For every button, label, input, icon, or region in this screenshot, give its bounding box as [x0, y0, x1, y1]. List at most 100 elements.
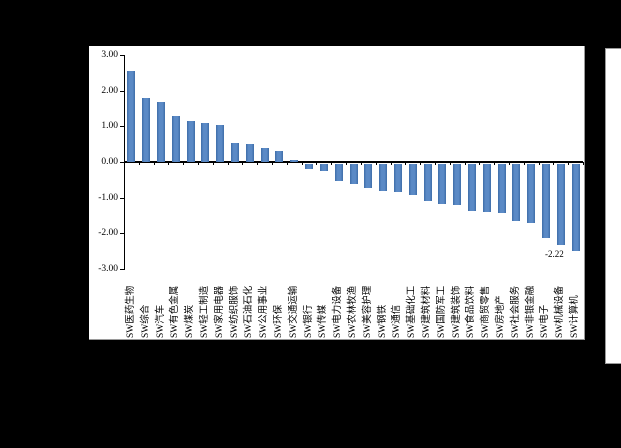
- y-axis-tick: [120, 54, 124, 56]
- y-axis-tick-label: -1.00: [98, 192, 118, 203]
- x-axis-tick: [523, 162, 525, 165]
- x-axis-category-label: SW交通运输: [288, 285, 299, 338]
- bar: [290, 159, 299, 162]
- x-axis-category-label: SW电子: [540, 304, 551, 338]
- x-axis-tick: [449, 162, 451, 165]
- x-axis-tick: [301, 162, 303, 165]
- x-axis-category-label: SW公用事业: [259, 285, 270, 338]
- x-axis-tick: [257, 162, 259, 165]
- x-axis-category-label: SW有色金属: [170, 285, 181, 338]
- x-axis-category-label: SW计算机: [570, 295, 581, 338]
- x-axis-category-label: SW国防军工: [436, 285, 447, 338]
- min-value-data-label: -2.22: [545, 249, 564, 259]
- y-axis-tick-label: -3.00: [98, 264, 118, 275]
- bar: [275, 150, 284, 162]
- x-axis-tick: [272, 162, 274, 165]
- x-axis-category-label: SW纺织服饰: [229, 285, 240, 338]
- x-axis-tick: [212, 162, 214, 165]
- bar: [245, 143, 254, 162]
- bar: [186, 120, 195, 162]
- y-axis-tick-label: -2.00: [98, 228, 118, 239]
- bar: [260, 147, 269, 162]
- x-axis-category-label: SW非银金融: [525, 285, 536, 338]
- x-axis-category-label: SW环保: [273, 304, 284, 338]
- x-axis-category-label: SW传媒: [318, 304, 329, 338]
- bar: [512, 164, 521, 222]
- x-axis-tick: [479, 162, 481, 165]
- x-axis-tick: [227, 162, 229, 165]
- bar: [201, 123, 210, 162]
- x-axis-tick: [360, 162, 362, 165]
- bar: [305, 164, 314, 169]
- x-axis-tick: [390, 162, 392, 165]
- x-axis-category-label: SW食品饮料: [466, 285, 477, 338]
- y-axis-tick: [120, 269, 124, 271]
- x-axis-tick: [183, 162, 185, 165]
- bar: [142, 98, 151, 162]
- bar: [157, 101, 166, 162]
- x-axis-category-label: SW基础化工: [407, 285, 418, 338]
- x-axis-category-label: SW商贸零售: [481, 285, 492, 338]
- y-axis-tick-label: 1.00: [101, 121, 118, 132]
- bar: [467, 164, 476, 211]
- x-axis-category-label: SW美容护理: [362, 285, 373, 338]
- x-axis-tick: [508, 162, 510, 165]
- bar: [408, 164, 417, 196]
- x-axis-category-label: SW轻工制造: [199, 285, 210, 338]
- x-axis-category-label: SW社会服务: [510, 285, 521, 338]
- x-axis-tick: [153, 162, 155, 165]
- x-axis-tick: [494, 162, 496, 165]
- x-axis-tick: [420, 162, 422, 165]
- bar: [423, 164, 432, 202]
- x-axis-category-label: SW银行: [303, 304, 314, 338]
- x-axis-tick: [346, 162, 348, 165]
- y-axis-tick-label: 2.00: [101, 85, 118, 96]
- bar: [393, 164, 402, 192]
- y-axis-tick-label: 3.00: [101, 49, 118, 60]
- x-axis-tick: [316, 162, 318, 165]
- x-axis-tick: [286, 162, 288, 165]
- bar: [216, 124, 225, 162]
- bar: [482, 164, 491, 212]
- bar: [556, 164, 565, 245]
- x-axis-category-label: SW煤炭: [185, 304, 196, 338]
- adjacent-panel-edge: [605, 48, 621, 364]
- bar: [171, 115, 180, 162]
- y-axis-tick: [120, 197, 124, 199]
- x-axis-tick: [124, 162, 125, 165]
- bar: [497, 164, 506, 213]
- bar: [334, 164, 343, 181]
- bar: [379, 164, 388, 191]
- x-axis-category-label: SW钢铁: [377, 304, 388, 338]
- x-axis-category-label: SW农林牧渔: [348, 285, 358, 338]
- bar: [453, 164, 462, 206]
- x-axis-tick: [198, 162, 200, 165]
- bar: [364, 164, 373, 188]
- y-axis-tick: [120, 90, 124, 92]
- x-axis-tick: [405, 162, 407, 165]
- x-axis-category-label: SW石油石化: [244, 285, 255, 338]
- x-axis-tick: [242, 162, 244, 165]
- bar: [571, 164, 580, 252]
- x-axis-tick: [538, 162, 540, 165]
- bar: [527, 164, 536, 223]
- y-axis-tick: [120, 233, 124, 235]
- x-axis-tick: [568, 162, 570, 165]
- x-axis-category-label: SW房地产: [496, 295, 507, 338]
- x-axis-category-label: SW机械设备: [555, 285, 566, 338]
- x-axis-category-label: SW电力设备: [333, 285, 344, 338]
- x-axis-tick: [375, 162, 377, 165]
- bar: [319, 164, 328, 172]
- x-axis-category-label: SW通信: [392, 304, 403, 338]
- bar: [541, 164, 550, 238]
- x-axis-tick: [464, 162, 466, 165]
- x-axis-tick: [434, 162, 436, 165]
- x-axis-tick: [553, 162, 555, 165]
- y-axis-tick: [120, 126, 124, 128]
- x-axis-category-label: SW汽车: [155, 304, 166, 338]
- y-axis-tick-label: 0.00: [101, 157, 118, 167]
- x-axis-tick: [583, 162, 584, 165]
- x-axis-category-label: SW家用电器: [214, 285, 225, 338]
